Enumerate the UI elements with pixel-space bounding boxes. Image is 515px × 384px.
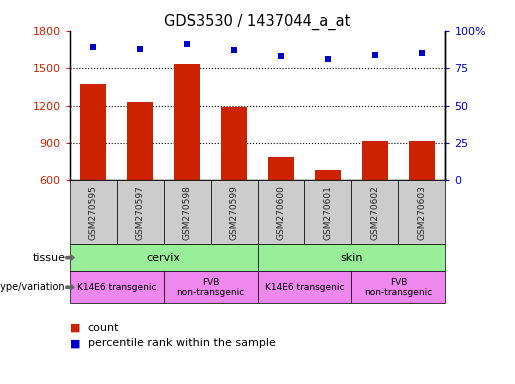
Text: tissue: tissue: [32, 253, 65, 263]
Text: GSM270595: GSM270595: [89, 185, 97, 240]
Point: [230, 47, 238, 53]
Text: genotype/variation: genotype/variation: [0, 282, 65, 292]
Point: [183, 41, 191, 47]
Text: cervix: cervix: [146, 253, 181, 263]
Text: skin: skin: [340, 253, 363, 263]
Bar: [409, 141, 435, 180]
Text: percentile rank within the sample: percentile rank within the sample: [88, 338, 276, 348]
Text: GSM270601: GSM270601: [323, 185, 333, 240]
Bar: [174, 65, 200, 180]
Text: FVB
non-transgenic: FVB non-transgenic: [364, 278, 433, 297]
Text: GSM270599: GSM270599: [230, 185, 238, 240]
Point: [371, 51, 379, 58]
Text: GSM270602: GSM270602: [370, 185, 380, 240]
Bar: [80, 84, 106, 180]
Point: [89, 44, 97, 50]
Bar: [268, 157, 294, 180]
Bar: [221, 107, 247, 180]
Point: [418, 50, 426, 56]
Bar: [315, 170, 341, 180]
Text: GSM270597: GSM270597: [135, 185, 145, 240]
Text: GSM270603: GSM270603: [418, 185, 426, 240]
Point: [136, 46, 144, 52]
Point: [277, 53, 285, 59]
Text: ■: ■: [70, 323, 80, 333]
Text: GSM270598: GSM270598: [182, 185, 192, 240]
Point: [324, 56, 332, 62]
Text: ■: ■: [70, 338, 80, 348]
Text: count: count: [88, 323, 119, 333]
Text: GSM270600: GSM270600: [277, 185, 285, 240]
Text: GDS3530 / 1437044_a_at: GDS3530 / 1437044_a_at: [164, 13, 351, 30]
Bar: [127, 102, 153, 180]
Bar: [362, 141, 388, 180]
Text: K14E6 transgenic: K14E6 transgenic: [77, 283, 156, 292]
Text: K14E6 transgenic: K14E6 transgenic: [265, 283, 344, 292]
Text: FVB
non-transgenic: FVB non-transgenic: [176, 278, 245, 297]
